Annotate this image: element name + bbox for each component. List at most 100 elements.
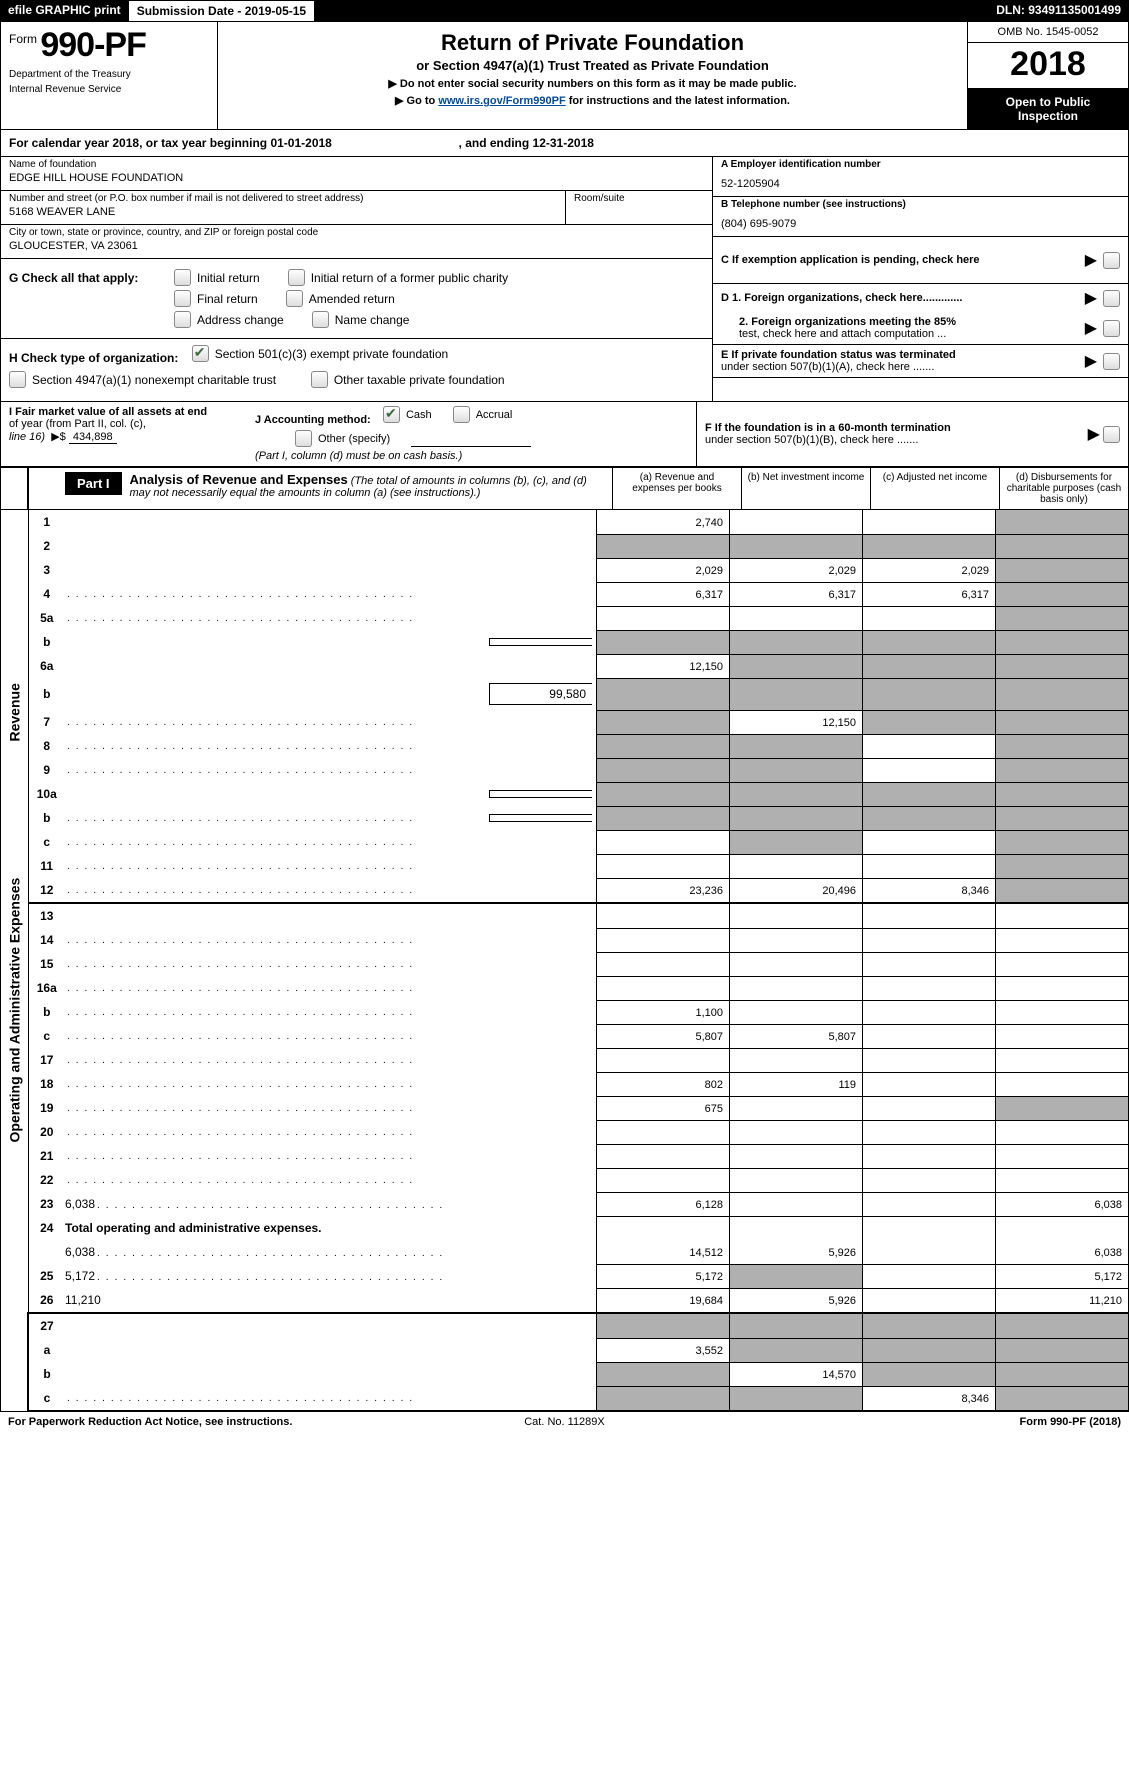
amount-cell-a — [597, 734, 730, 758]
amount-cell — [730, 1216, 863, 1240]
j-accrual[interactable]: Accrual — [453, 406, 513, 423]
line-number: 1 — [28, 510, 65, 534]
amount-cell-b: 2,029 — [730, 558, 863, 582]
checkbox-icon[interactable] — [1103, 320, 1120, 337]
amount-cell-a — [597, 1386, 730, 1411]
room-suite-cell: Room/suite — [566, 191, 712, 224]
phone-cell: B Telephone number (see instructions) (8… — [713, 197, 1128, 237]
line-number: 27 — [28, 1313, 65, 1338]
arrow-icon: ▶ — [1085, 288, 1097, 308]
amount-cell-d — [996, 1168, 1129, 1192]
g-opt-amended[interactable]: Amended return — [286, 290, 395, 307]
amount-cell-d — [996, 534, 1129, 558]
amount-cell-c — [863, 976, 996, 1000]
amount-cell-d — [996, 952, 1129, 976]
amount-cell-b — [730, 976, 863, 1000]
j-other[interactable]: Other (specify) — [295, 430, 390, 447]
amount-cell-d — [996, 1000, 1129, 1024]
amount-cell-d — [996, 654, 1129, 678]
line-number: b — [28, 678, 65, 710]
amount-cell-d — [996, 928, 1129, 952]
amount-cell-a — [597, 1048, 730, 1072]
irs-link[interactable]: www.irs.gov/Form990PF — [438, 95, 565, 107]
amount-cell-d — [996, 830, 1129, 854]
amount-cell-d — [996, 878, 1129, 903]
h-opt-other[interactable]: Other taxable private foundation — [311, 371, 505, 388]
section-g: G Check all that apply: Initial return I… — [1, 259, 712, 338]
amount-cell-a — [597, 806, 730, 830]
section-h: H Check type of organization: Section 50… — [1, 338, 712, 401]
amount-cell-c — [863, 1192, 996, 1216]
footer-left: For Paperwork Reduction Act Notice, see … — [8, 1416, 379, 1428]
checkbox-icon[interactable] — [1103, 426, 1120, 443]
amount-cell-d — [996, 1144, 1129, 1168]
amount-cell-c — [863, 758, 996, 782]
part1-header: Part I Analysis of Revenue and Expenses … — [1, 468, 1128, 510]
caution-2: ▶ Go to www.irs.gov/Form990PF for instru… — [226, 94, 959, 107]
col-b-header: (b) Net investment income — [741, 468, 870, 509]
amount-cell-c — [863, 734, 996, 758]
g-opt-final[interactable]: Final return — [174, 290, 258, 307]
line-number: 14 — [28, 928, 65, 952]
amount-cell-c — [863, 1240, 996, 1264]
fmv-value: 434,898 — [69, 431, 117, 444]
line-description: ........................................ — [65, 1386, 597, 1411]
line-description — [65, 558, 597, 582]
ein-cell: A Employer identification number 52-1205… — [713, 157, 1128, 197]
form-word: Form — [9, 32, 37, 46]
line-number: a — [28, 1338, 65, 1362]
line-number: b — [28, 630, 65, 654]
h-opt-4947[interactable]: Section 4947(a)(1) nonexempt charitable … — [9, 371, 276, 388]
col-d-header: (d) Disbursements for charitable purpose… — [999, 468, 1128, 509]
line-number: 6a — [28, 654, 65, 678]
line-description — [65, 630, 597, 654]
amount-cell-a: 2,740 — [597, 510, 730, 534]
amount-cell-b: 5,807 — [730, 1024, 863, 1048]
amount-cell-d — [996, 1338, 1129, 1362]
amount-cell-a: 675 — [597, 1096, 730, 1120]
amount-cell-a — [597, 1362, 730, 1386]
section-i-j-f: I Fair market value of all assets at end… — [1, 402, 1128, 468]
line-description: 6,038...................................… — [65, 1192, 597, 1216]
line-description: ........................................ — [65, 758, 597, 782]
g-opt-initial-former[interactable]: Initial return of a former public charit… — [288, 269, 508, 286]
omb-number: OMB No. 1545-0052 — [968, 22, 1128, 43]
h-opt-501c3[interactable]: Section 501(c)(3) exempt private foundat… — [192, 345, 448, 362]
amount-cell-d — [996, 976, 1129, 1000]
expenses-side-label: Operating and Administrative Expenses — [1, 903, 28, 1313]
e-row: E If private foundation status was termi… — [713, 345, 1128, 378]
amount-cell-b — [730, 1313, 863, 1338]
footer-right: Form 990-PF (2018) — [750, 1416, 1121, 1428]
g-opt-address[interactable]: Address change — [174, 311, 284, 328]
checkbox-icon[interactable] — [1103, 290, 1120, 307]
amount-cell-c — [863, 1048, 996, 1072]
blank-side-label — [1, 1313, 28, 1411]
amount-cell-a — [597, 928, 730, 952]
line-description: 5,172...................................… — [65, 1264, 597, 1288]
g-opt-name[interactable]: Name change — [312, 311, 410, 328]
checkbox-icon — [453, 406, 470, 423]
amount-cell-c — [863, 710, 996, 734]
j-cash[interactable]: Cash — [383, 406, 432, 423]
amount-cell-a — [597, 678, 730, 710]
g-opt-initial[interactable]: Initial return — [174, 269, 260, 286]
amount-cell-c — [863, 1168, 996, 1192]
amount-cell-b: 5,926 — [730, 1288, 863, 1313]
amount-cell-d — [996, 1362, 1129, 1386]
amount-cell-a — [597, 854, 730, 878]
amount-cell-a — [597, 1120, 730, 1144]
section-i: I Fair market value of all assets at end… — [1, 402, 247, 466]
line-description — [65, 1338, 597, 1362]
amount-cell-d: 6,038 — [996, 1192, 1129, 1216]
section-f: F If the foundation is in a 60-month ter… — [696, 402, 1128, 466]
line-description: ........................................ — [65, 878, 597, 903]
line-number: 21 — [28, 1144, 65, 1168]
checkbox-icon[interactable] — [1103, 252, 1120, 269]
amount-cell-a — [597, 903, 730, 928]
d-section: D 1. Foreign organizations, check here..… — [713, 284, 1128, 345]
revenue-side-label: Revenue — [1, 510, 28, 903]
amount-cell-d — [996, 806, 1129, 830]
checkbox-icon[interactable] — [1103, 353, 1120, 370]
amount-cell-b — [730, 1096, 863, 1120]
amount-cell-c — [863, 1288, 996, 1313]
